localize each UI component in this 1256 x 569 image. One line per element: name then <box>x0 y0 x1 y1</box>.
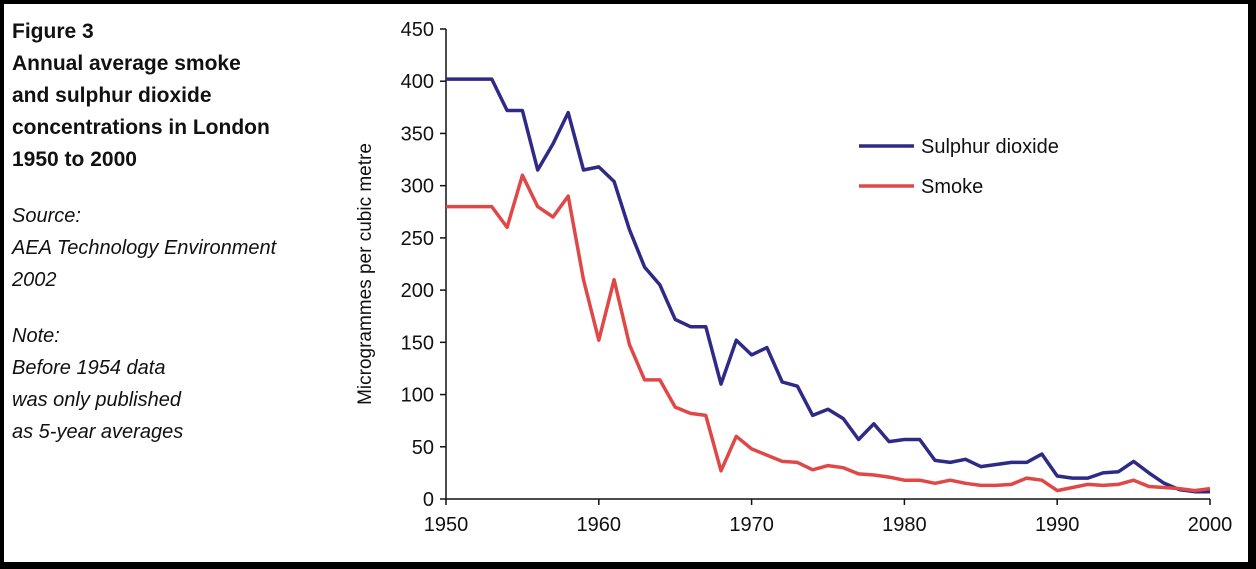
x-tick-label: 1960 <box>577 514 622 536</box>
y-tick-label: 200 <box>401 280 434 302</box>
note-text: Before 1954 data was only published as 5… <box>12 357 184 443</box>
figure-label: Figure 3 <box>12 20 94 43</box>
legend: Sulphur dioxide Smoke <box>859 136 1059 198</box>
legend-label: Smoke <box>921 176 983 198</box>
figure-caption: Figure 3 Annual average smoke and sulphu… <box>12 16 332 448</box>
x-tick-label: 2000 <box>1188 514 1233 536</box>
figure-panel: Figure 3 Annual average smoke and sulphu… <box>4 4 1248 562</box>
y-tick-label: 250 <box>401 228 434 250</box>
figure-title: Annual average smoke and sulphur dioxide… <box>12 52 270 171</box>
x-tick-label: 1990 <box>1035 514 1080 536</box>
source-block: Source: AEA Technology Environment 2002 <box>12 200 332 296</box>
y-tick-label: 100 <box>401 385 434 407</box>
y-tick-label: 400 <box>401 71 434 93</box>
y-tick-label: 450 <box>401 19 434 41</box>
y-tick-label: 50 <box>412 437 434 459</box>
source-label: Source: <box>12 205 81 227</box>
axes: 0 50 100 150 200 250 300 350 400 450 1950 1960 1970 1… <box>401 19 1233 536</box>
x-tick-label: 1950 <box>424 514 469 536</box>
x-tick-label: 1970 <box>729 514 774 536</box>
note-block: Note: Before 1954 data was only publishe… <box>12 320 332 448</box>
y-tick-label: 150 <box>401 332 434 354</box>
y-tick-label: 350 <box>401 123 434 145</box>
series-line-smoke <box>446 173 1211 493</box>
note-label: Note: <box>12 325 60 347</box>
y-tick-label: 300 <box>401 176 434 198</box>
line-chart: Microgrammes per cubic metre 0 50 100 150 20… <box>355 19 1233 536</box>
y-axis-label: Microgrammes per cubic metre <box>355 143 376 405</box>
legend-label: Sulphur dioxide <box>921 136 1059 158</box>
x-tick-label: 1980 <box>882 514 927 536</box>
y-tick-label: 0 <box>423 489 434 511</box>
series-lines <box>446 77 1211 494</box>
series-line-sulphur-dioxide <box>446 77 1210 494</box>
source-text: AEA Technology Environment 2002 <box>12 237 277 291</box>
